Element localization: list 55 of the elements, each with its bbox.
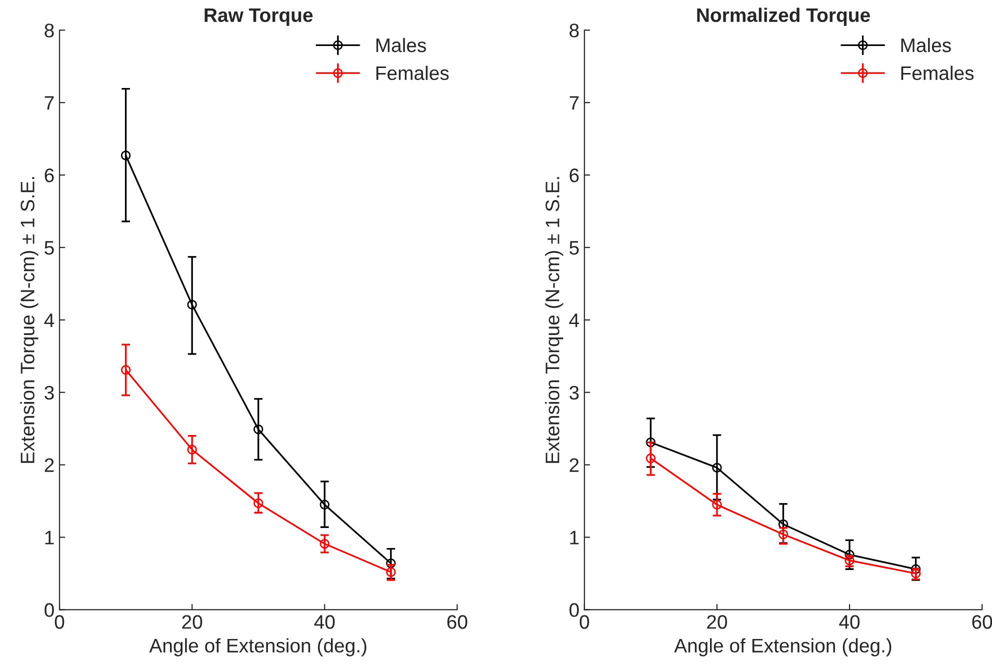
point [712, 462, 722, 473]
y-tick-label: 8 [44, 24, 54, 38]
y-tick-label: 1 [570, 530, 579, 544]
y-tick-label: 5 [570, 241, 579, 255]
y-tick-label: 2 [44, 458, 54, 472]
point [712, 500, 722, 510]
x-tick-label: 40 [839, 615, 860, 629]
point [187, 300, 197, 310]
y-tick-label: 3 [569, 386, 579, 400]
y-tick-label: 5 [44, 241, 54, 255]
y-tick-label: 4 [44, 314, 54, 327]
y-tick-label: 0 [44, 603, 54, 617]
x-tick-label: 20 [182, 615, 202, 629]
point [844, 550, 854, 560]
point [120, 150, 131, 160]
point [646, 437, 656, 448]
y-tick-label: 0 [570, 603, 579, 617]
x-axis-title: Angle of Extension (deg.) [674, 638, 892, 656]
x-tick-label: 60 [972, 615, 992, 629]
legend-label: Males [901, 38, 951, 52]
point [320, 538, 330, 549]
legend-label: Males [376, 38, 426, 52]
x-tick-label: 20 [707, 615, 728, 629]
point [386, 567, 396, 577]
y-tick-label: 6 [570, 168, 579, 182]
y-tick-label: 7 [44, 96, 54, 110]
y-tick-label: 4 [569, 314, 579, 327]
y-tick-label: 8 [570, 24, 579, 38]
legend-label: Females [376, 66, 449, 80]
x-tick-label: 40 [314, 615, 335, 629]
point [910, 568, 921, 578]
x-tick-label: 0 [54, 615, 64, 629]
point [320, 500, 330, 510]
y-tick-label: 2 [570, 458, 579, 472]
point [778, 529, 788, 540]
y-axis-title: Extension Torque (N-cm) ± 1 S.E. [20, 177, 38, 463]
legend-label: Females [901, 66, 974, 80]
point [646, 453, 656, 464]
chart-title: Normalized Torque [697, 8, 870, 26]
chart-title: Raw Torque [204, 8, 313, 26]
x-tick-label: 0 [580, 615, 590, 629]
x-axis-title: Angle of Extension (deg.) [149, 638, 366, 656]
x-tick-label: 60 [447, 615, 468, 629]
point [187, 444, 197, 454]
point [253, 424, 264, 434]
point [120, 365, 131, 375]
y-tick-label: 6 [44, 168, 54, 182]
point [778, 519, 788, 530]
point [386, 558, 396, 568]
y-tick-label: 3 [44, 386, 54, 400]
y-tick-label: 1 [45, 530, 54, 544]
y-tick-label: 7 [570, 96, 579, 110]
y-axis-title: Extension Torque (N-cm) ± 1 S.E. [545, 177, 564, 463]
point [253, 498, 264, 508]
point [910, 564, 921, 574]
